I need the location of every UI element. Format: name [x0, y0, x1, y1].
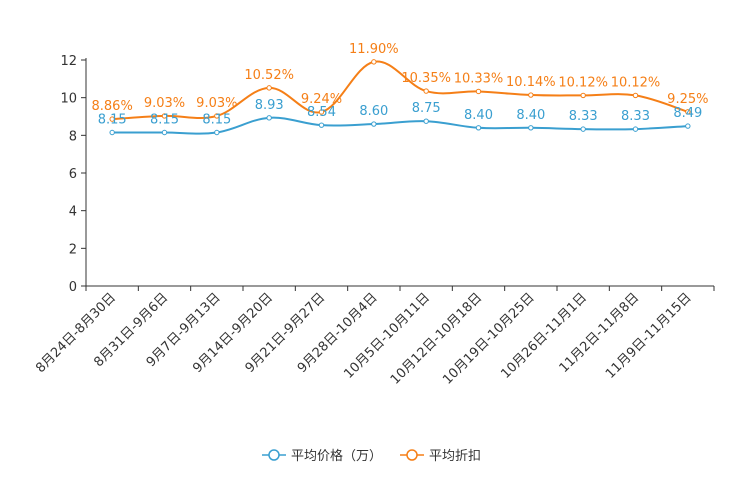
data-point-price[interactable] — [632, 126, 639, 132]
legend-circle-icon — [268, 449, 280, 461]
data-label-discount: 10.52% — [244, 68, 294, 83]
data-point-discount[interactable] — [109, 116, 115, 122]
data-label-discount: 9.25% — [667, 92, 708, 107]
data-label-price: 8.15 — [150, 113, 179, 128]
data-point-discount[interactable] — [685, 109, 691, 115]
data-label-price: 8.93 — [255, 98, 284, 113]
data-label-discount: 9.03% — [196, 96, 237, 111]
data-point-discount[interactable] — [214, 113, 220, 119]
legend-label: 平均折扣 — [429, 449, 481, 464]
data-label-discount: 10.14% — [506, 75, 556, 90]
legend-label: 平均价格（万） — [291, 448, 382, 464]
data-label-price: 8.40 — [516, 108, 545, 123]
y-tick-label: 6 — [69, 167, 77, 182]
legend-item-discount[interactable]: 平均折扣 — [400, 449, 481, 464]
y-tick-label: 0 — [69, 280, 77, 295]
data-labels: 8.15 8.15 8.15 8.93 8.54 8.60 8.75 8.40 8.40 8.33… — [92, 42, 709, 128]
data-point-price[interactable] — [266, 115, 272, 121]
y-tick-label: 2 — [69, 242, 77, 257]
data-label-price: 8.33 — [621, 109, 650, 124]
data-label-price: 8.40 — [464, 108, 493, 123]
data-label-price: 8.15 — [98, 113, 127, 128]
data-point-price[interactable] — [214, 129, 220, 136]
y-tick-label: 12 — [60, 54, 77, 69]
x-tick-label: 10月12日-10月18日 — [388, 290, 485, 387]
data-point-price[interactable] — [423, 118, 429, 124]
data-point-discount[interactable] — [475, 88, 482, 95]
data-label-price: 8.60 — [359, 104, 388, 119]
data-label-discount: 10.12% — [558, 75, 608, 90]
data-label-discount: 9.24% — [301, 92, 342, 107]
data-label-price: 8.54 — [307, 105, 336, 120]
data-point-price[interactable] — [161, 129, 168, 136]
data-label-price: 8.75 — [412, 101, 441, 116]
data-point-discount[interactable] — [266, 85, 272, 91]
data-label-discount: 11.90% — [349, 42, 399, 57]
series-line-price — [112, 116, 688, 135]
data-point-discount[interactable] — [371, 59, 377, 65]
data-label-discount: 9.03% — [144, 96, 185, 111]
data-label-discount: 10.33% — [454, 71, 504, 86]
data-point-price[interactable] — [685, 123, 691, 129]
data-point-price[interactable] — [580, 126, 586, 132]
data-label-price: 8.15 — [202, 113, 231, 128]
series-layer — [109, 59, 691, 136]
data-label-price: 8.49 — [673, 106, 702, 121]
data-point-price[interactable] — [371, 121, 377, 127]
data-label-price: 8.33 — [569, 109, 598, 124]
data-label-discount: 10.35% — [401, 71, 451, 86]
data-point-price[interactable] — [318, 122, 325, 128]
data-label-discount: 10.12% — [611, 75, 661, 90]
data-point-discount[interactable] — [528, 92, 534, 98]
y-tick-label: 10 — [60, 92, 77, 107]
legend[interactable]: 平均价格（万） 平均折扣 — [262, 448, 481, 464]
data-point-price[interactable] — [528, 125, 534, 131]
data-point-discount[interactable] — [632, 92, 639, 99]
data-point-price[interactable] — [109, 129, 115, 136]
data-point-discount[interactable] — [423, 88, 429, 94]
data-point-price[interactable] — [475, 125, 482, 131]
x-tick-label: 10月19日-10月25日 — [440, 290, 537, 387]
y-tick-label: 4 — [69, 205, 77, 220]
legend-item-price[interactable]: 平均价格（万） — [262, 448, 382, 464]
legend-circle-icon — [406, 449, 418, 461]
y-tick-label: 8 — [69, 129, 77, 144]
data-point-discount[interactable] — [580, 92, 586, 99]
data-label-discount: 8.86% — [92, 99, 133, 114]
data-point-discount[interactable] — [318, 109, 325, 115]
data-point-discount[interactable] — [161, 113, 168, 119]
